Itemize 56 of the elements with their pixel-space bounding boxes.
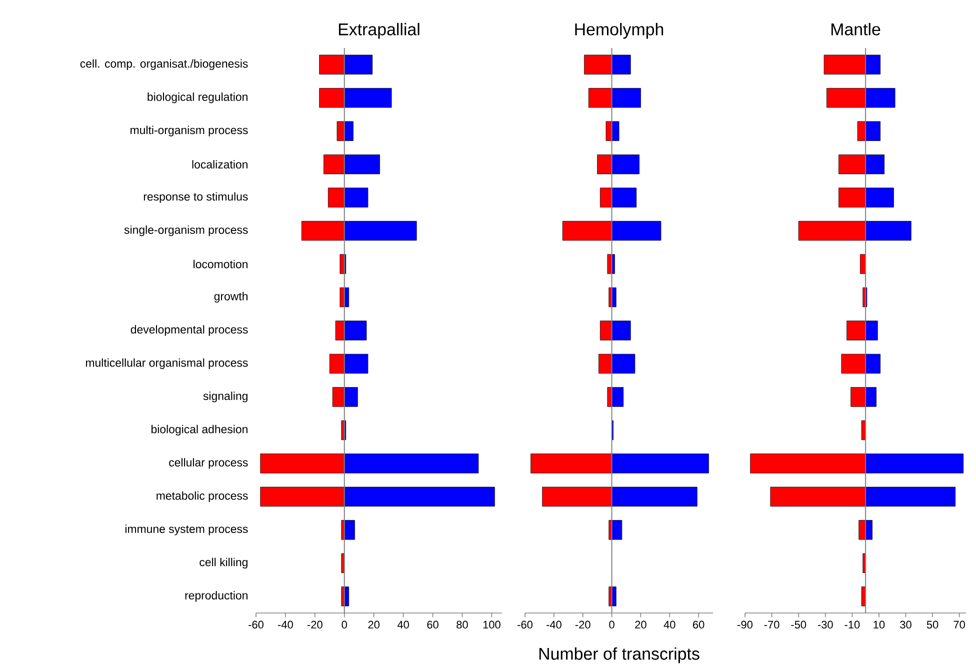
bar bbox=[340, 287, 345, 308]
y-tick-label: immune system process bbox=[125, 524, 248, 536]
x-tick-label: -40 bbox=[546, 620, 562, 629]
chart-title: Extrapallial bbox=[338, 22, 420, 39]
x-tick-label: 70 bbox=[954, 620, 965, 629]
bar bbox=[861, 586, 866, 606]
x-tick-label: -10 bbox=[844, 620, 860, 629]
y-tick-label: signaling bbox=[203, 392, 248, 402]
x-tick-label: 20 bbox=[368, 620, 380, 629]
x-axis-title: Number of transcripts bbox=[539, 647, 700, 664]
x-tick-label: -20 bbox=[575, 620, 590, 629]
y-tick-label: multi-organism process bbox=[130, 126, 248, 136]
y-tick-label: cellular process bbox=[169, 458, 248, 469]
y-tick-label: single-organism process bbox=[124, 225, 248, 236]
x-tick-label: -50 bbox=[791, 620, 806, 629]
x-tick-label: 60 bbox=[427, 620, 438, 629]
bar bbox=[341, 553, 345, 573]
y-tick-label: cell killing bbox=[200, 558, 248, 568]
x-tick-label: 20 bbox=[635, 620, 646, 629]
bar bbox=[341, 586, 345, 606]
x-tick-label: -60 bbox=[518, 620, 532, 629]
y-tick-label: developmental process bbox=[130, 325, 248, 336]
y-tick-label: biological adhesion bbox=[152, 424, 248, 436]
x-tick-label: -40 bbox=[278, 620, 293, 629]
x-tick-label: -30 bbox=[818, 620, 833, 629]
x-tick-label: 40 bbox=[664, 620, 676, 629]
x-tick-label: -90 bbox=[738, 620, 752, 629]
bar bbox=[612, 520, 622, 540]
x-tick-label: -20 bbox=[307, 620, 322, 629]
y-tick-label: reproduction bbox=[185, 591, 248, 602]
x-tick-label: 30 bbox=[900, 620, 912, 629]
x-tick-label: 10 bbox=[874, 620, 885, 629]
x-tick-label: 40 bbox=[397, 620, 409, 629]
y-tick-label: response to stimulus bbox=[144, 192, 248, 203]
bar bbox=[861, 420, 866, 440]
y-tick-label: cell. comp. organisat./biogenesis bbox=[80, 59, 248, 70]
y-tick-label: biological regulation bbox=[148, 92, 248, 104]
bar bbox=[344, 520, 355, 540]
x-tick-label: 80 bbox=[456, 620, 468, 629]
chart-title: Mantle bbox=[831, 22, 880, 36]
y-tick-label: multicellular organismal process bbox=[86, 358, 248, 370]
bar bbox=[340, 254, 345, 274]
y-tick-label: locomotion bbox=[194, 260, 248, 268]
bar bbox=[341, 420, 345, 440]
x-tick-label: -70 bbox=[764, 620, 780, 629]
y-tick-label: localization bbox=[192, 160, 248, 169]
x-tick-label: -60 bbox=[248, 620, 264, 629]
x-tick-label: 0 bbox=[342, 620, 347, 629]
y-tick-label: metabolic process bbox=[156, 491, 248, 502]
x-tick-label: 100 bbox=[483, 620, 500, 629]
x-tick-label: 50 bbox=[926, 620, 938, 629]
x-tick-label: 0 bbox=[609, 620, 614, 629]
chart-title: Hemolymph bbox=[575, 22, 664, 39]
x-tick-label: 60 bbox=[693, 620, 704, 629]
y-tick-label: growth bbox=[214, 292, 248, 303]
bar bbox=[607, 254, 612, 274]
